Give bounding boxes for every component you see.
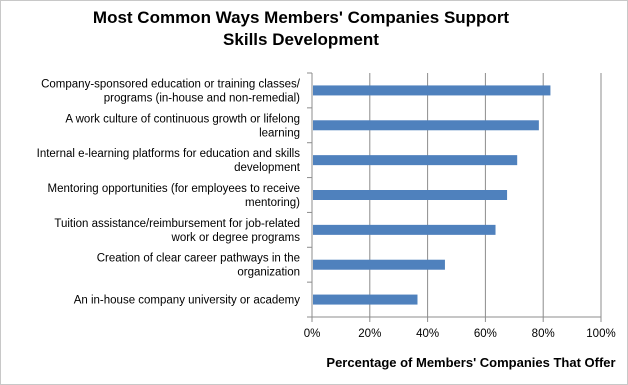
bar bbox=[313, 294, 418, 305]
bar bbox=[313, 259, 445, 270]
category-label: work or degree programs bbox=[171, 232, 301, 244]
category-label: An in-house company university or academ… bbox=[74, 295, 301, 307]
category-label: Tuition assistance/reimbursement for job… bbox=[54, 218, 300, 230]
bar bbox=[313, 155, 518, 166]
x-axis-title: Percentage of Members' Companies That Of… bbox=[326, 355, 615, 370]
x-tick-label: 60% bbox=[474, 328, 497, 340]
category-label: programs (in-house and non-remedial) bbox=[104, 92, 300, 104]
x-tick-label: 100% bbox=[586, 328, 615, 340]
category-label: Creation of clear career pathways in the bbox=[97, 253, 300, 265]
x-tick-label: 20% bbox=[358, 328, 381, 340]
bar bbox=[313, 224, 496, 235]
x-tick-label: 80% bbox=[532, 328, 555, 340]
category-label: Internal e-learning platforms for educat… bbox=[37, 148, 301, 160]
category-label: mentoring) bbox=[245, 197, 300, 209]
x-tick-label: 0% bbox=[304, 328, 321, 340]
category-label: Company-sponsored education or training … bbox=[41, 78, 301, 90]
category-label: learning bbox=[259, 127, 300, 139]
category-label: Mentoring opportunities (for employees t… bbox=[48, 183, 301, 195]
category-label: development bbox=[234, 162, 301, 174]
bar bbox=[313, 190, 508, 200]
bar bbox=[313, 85, 551, 96]
x-tick-label: 40% bbox=[416, 328, 439, 340]
category-label: organization bbox=[237, 267, 300, 279]
bar bbox=[313, 120, 539, 131]
chart-title: Most Common Ways Members' Companies Supp… bbox=[92, 8, 510, 49]
category-label: A work culture of continuous growth or l… bbox=[65, 113, 300, 125]
